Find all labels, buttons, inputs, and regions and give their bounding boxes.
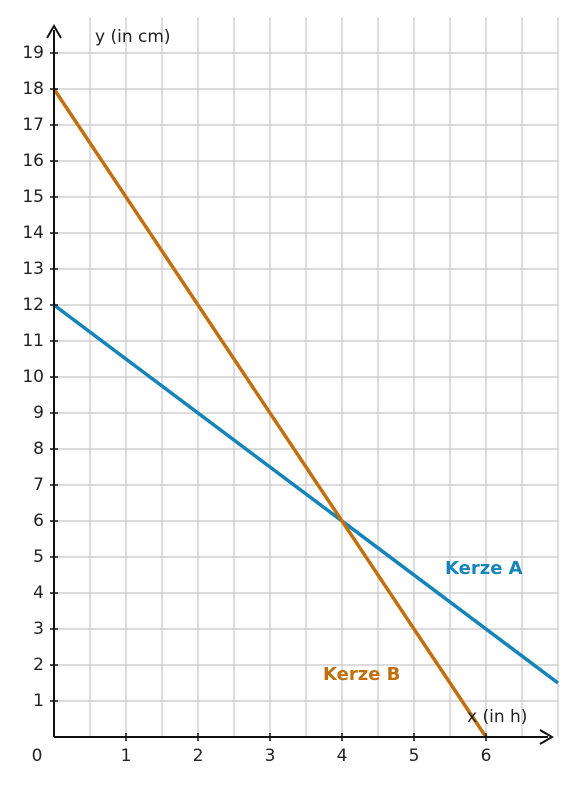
y-tick-label: 9 — [33, 403, 44, 423]
x-tick-label: 6 — [481, 746, 492, 766]
y-tick-label: 8 — [33, 439, 44, 459]
series-label: Kerze B — [323, 664, 400, 685]
y-arrow — [46, 24, 62, 39]
series-line — [52, 303, 560, 685]
series-line — [52, 88, 488, 738]
x-tick-label: 5 — [409, 746, 420, 766]
x-tick-label: 1 — [121, 746, 132, 766]
y-tick-label: 4 — [33, 583, 44, 603]
y-axis-label: y (in cm) — [95, 27, 171, 47]
y-tick-label: 19 — [22, 43, 44, 63]
y-tick-label: 5 — [33, 547, 44, 567]
y-tick-label: 1 — [33, 691, 44, 711]
y-tick-label: 11 — [22, 331, 44, 351]
y-tick-label: 3 — [33, 619, 44, 639]
y-tick-label: 2 — [33, 655, 44, 675]
x-axis-label: x (in h) — [467, 707, 527, 727]
x-tick-label: 4 — [337, 746, 348, 766]
series-label: Kerze A — [445, 558, 523, 579]
x-tick-label: 3 — [265, 746, 276, 766]
y-tick-label: 16 — [22, 151, 44, 171]
y-tick-label: 17 — [22, 115, 44, 135]
y-tick-label: 7 — [33, 475, 44, 495]
y-tick-label: 13 — [22, 259, 44, 279]
grid — [54, 17, 559, 737]
y-tick-label: 14 — [22, 223, 44, 243]
y-tick-label: 15 — [22, 187, 44, 207]
x-tick-label: 2 — [193, 746, 204, 766]
y-tick-label: 6 — [33, 511, 44, 531]
y-tick-label: 12 — [22, 295, 44, 315]
x-arrow — [539, 729, 554, 745]
y-tick-label: 18 — [22, 79, 44, 99]
lines — [52, 88, 560, 738]
y-tick-label: 10 — [22, 367, 44, 387]
x-tick-label: 0 — [32, 746, 43, 766]
